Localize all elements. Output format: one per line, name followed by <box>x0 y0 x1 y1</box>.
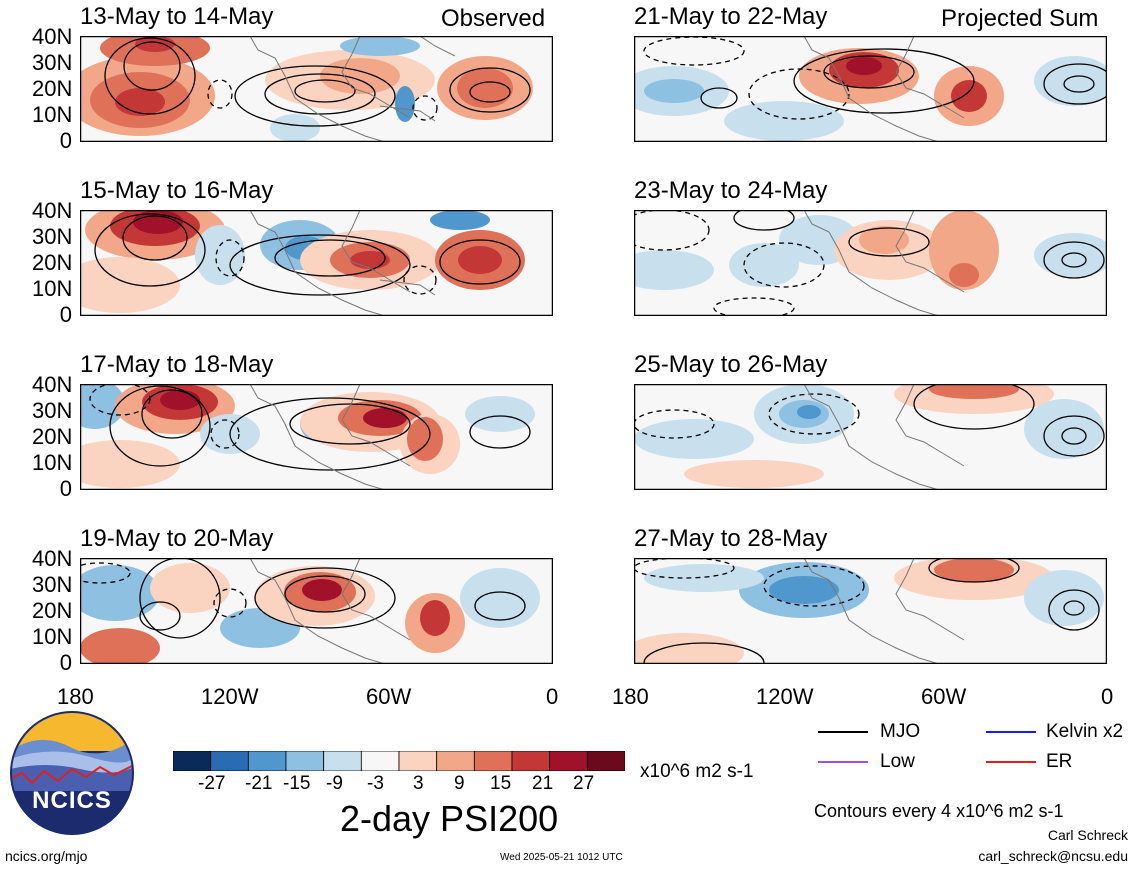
map-panel-projected-3 <box>634 384 1107 490</box>
map-panel-projected-4 <box>634 558 1107 664</box>
panel-title-4: 19-May to 20-May <box>80 525 274 552</box>
colorbar-swatch <box>210 750 249 772</box>
xtick-0: 0 <box>1101 684 1114 709</box>
map-panel-observed-3 <box>80 384 553 490</box>
xtick-120w: 120W <box>201 684 259 709</box>
map-panel-projected-2 <box>634 210 1107 316</box>
legend-kelvin-label: Kelvin x2 <box>1046 721 1124 742</box>
ytick-20n: 20N <box>32 250 73 275</box>
ytick-20n: 20N <box>32 598 73 623</box>
logo-text: NCICS <box>32 787 112 814</box>
colorbar-tick: 27 <box>573 773 595 794</box>
colorbar-tick: -21 <box>245 773 273 794</box>
ytick-0: 0 <box>59 476 72 501</box>
colorbar-tick: -27 <box>198 773 226 794</box>
ytick-10n: 10N <box>32 624 73 649</box>
ytick-20n: 20N <box>32 76 73 101</box>
legend-low-label: Low <box>880 751 915 772</box>
colorbar-tick: 3 <box>413 773 424 794</box>
ytick-30n: 30N <box>32 50 73 75</box>
colorbar-swatch <box>398 750 438 772</box>
legend-kelvin-line <box>986 731 1036 733</box>
ytick-0: 0 <box>59 650 72 675</box>
panel-title-8: 27-May to 28-May <box>634 525 828 552</box>
timestamp: Wed 2025-05-21 1012 UTC <box>500 852 623 863</box>
psi200-anomaly-map <box>634 36 1107 142</box>
colorbar-swatch <box>285 750 325 772</box>
xtick-120w: 120W <box>756 684 814 709</box>
xtick-180: 180 <box>57 684 94 709</box>
psi200-anomaly-map <box>634 210 1107 316</box>
colorbar-tick: 15 <box>490 773 512 794</box>
ytick-30n: 30N <box>32 572 73 597</box>
xtick-180: 180 <box>612 684 649 709</box>
xtick-60w: 60W <box>921 684 967 709</box>
panel-title-1: 13-May to 14-May <box>80 3 274 30</box>
colorbar-swatch <box>323 750 362 772</box>
colorbar-swatch <box>247 750 287 772</box>
legend-er-label: ER <box>1046 751 1073 772</box>
colorbar-tick: 9 <box>454 773 465 794</box>
ncics-logo: NCICS <box>10 711 134 835</box>
site-url[interactable]: ncics.org/mjo <box>5 848 88 864</box>
panel-title-5: 21-May to 22-May <box>634 3 828 30</box>
ytick-30n: 30N <box>32 398 73 423</box>
colorbar-swatches <box>172 750 626 772</box>
colorbar <box>172 750 626 772</box>
legend-mjo-line <box>818 731 868 733</box>
ytick-40n: 40N <box>32 546 73 571</box>
panel-title-2: 15-May to 16-May <box>80 177 274 204</box>
colorbar-swatch <box>586 750 626 772</box>
ytick-30n: 30N <box>32 224 73 249</box>
colorbar-tick: -3 <box>367 773 384 794</box>
colorbar-swatch <box>473 750 513 772</box>
main-title: 2-day PSI200 <box>340 798 559 839</box>
map-panel-observed-2 <box>80 210 553 316</box>
map-panel-observed-4 <box>80 558 553 664</box>
xtick-60w: 60W <box>366 684 412 709</box>
ytick-0: 0 <box>59 128 72 153</box>
panel-title-7: 25-May to 26-May <box>634 351 828 378</box>
colorbar-tick: 21 <box>532 773 554 794</box>
colorbar-swatch <box>549 750 588 772</box>
ytick-10n: 10N <box>32 102 73 127</box>
ytick-0: 0 <box>59 302 72 327</box>
legend-er-line <box>986 761 1036 763</box>
panel-title-6: 23-May to 24-May <box>634 177 828 204</box>
xtick-0: 0 <box>546 684 559 709</box>
colorbar-swatch <box>172 750 212 772</box>
psi200-anomaly-map <box>80 210 553 316</box>
ytick-40n: 40N <box>32 198 73 223</box>
psi200-anomaly-map <box>80 384 553 490</box>
ytick-40n: 40N <box>32 372 73 397</box>
author-name: Carl Schreck <box>1047 827 1128 843</box>
psi200-anomaly-map <box>634 384 1107 490</box>
colorbar-units: x10^6 m2 s-1 <box>640 761 754 782</box>
psi200-anomaly-map <box>80 558 553 664</box>
panel-corner-projected: Projected Sum <box>941 5 1099 32</box>
author-email[interactable]: carl_schreck@ncsu.edu <box>978 848 1128 864</box>
legend-mjo-label: MJO <box>880 721 921 742</box>
legend-low-line <box>818 761 868 763</box>
colorbar-swatch <box>511 750 551 772</box>
colorbar-tick: -9 <box>326 773 343 794</box>
ytick-40n: 40N <box>32 24 73 49</box>
colorbar-swatch <box>436 750 475 772</box>
panel-title-3: 17-May to 18-May <box>80 351 274 378</box>
ncics-logo-icon <box>10 711 134 835</box>
colorbar-swatch <box>360 750 400 772</box>
map-panel-projected-1 <box>634 36 1107 142</box>
ytick-20n: 20N <box>32 424 73 449</box>
contours-note: Contours every 4 x10^6 m2 s-1 <box>814 801 1064 821</box>
map-panel-observed-1 <box>80 36 553 142</box>
panel-corner-observed: Observed <box>441 5 546 32</box>
colorbar-tick: -15 <box>283 773 311 794</box>
psi200-anomaly-map <box>634 558 1107 664</box>
psi200-anomaly-map <box>80 36 553 142</box>
ytick-10n: 10N <box>32 450 73 475</box>
ytick-10n: 10N <box>32 276 73 301</box>
